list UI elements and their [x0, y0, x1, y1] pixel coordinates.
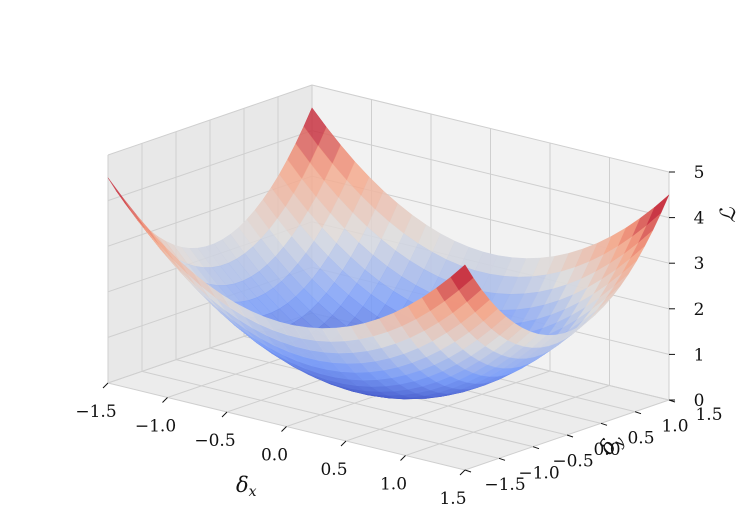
x-tick	[162, 397, 168, 403]
x-tick-label: −1.5	[75, 402, 116, 422]
x-tick-label: 1.5	[439, 489, 466, 507]
y-tick	[464, 469, 472, 473]
y-tick	[532, 446, 540, 450]
x-tick	[281, 426, 287, 432]
x-tick-label: −0.5	[194, 431, 235, 451]
x-axis-label: δx	[236, 473, 257, 500]
z-tick-label: 4	[694, 209, 705, 229]
y-tick-label: −0.5	[552, 452, 593, 472]
y-tick	[600, 422, 608, 426]
y-tick-label: 0.0	[593, 440, 620, 460]
y-tick-label: 1.5	[695, 405, 722, 425]
x-tick-label: 1.0	[380, 475, 407, 495]
y-tick-label: −1.0	[518, 463, 559, 483]
grid-left-z	[107, 84, 313, 156]
z-axis-label: ℒ	[716, 207, 740, 223]
x-tick	[221, 411, 228, 418]
grid-left-z	[107, 130, 313, 202]
x-tick	[102, 382, 109, 389]
y-tick-label: 0.5	[627, 428, 654, 448]
grid-floor-y	[175, 359, 534, 448]
x-tick	[400, 455, 406, 461]
x-tick	[340, 440, 347, 447]
z-tick-label: 2	[694, 300, 705, 320]
axis-ticks: −1.5−1.0−0.50.00.51.01.5−1.5−1.0−0.50.00…	[75, 163, 722, 507]
y-tick	[566, 434, 574, 438]
grid-back-z	[311, 130, 670, 219]
z-tick-label: 3	[694, 254, 705, 274]
y-tick	[634, 411, 642, 415]
z-tick-label: 0	[694, 391, 705, 411]
y-tick-label: −1.5	[484, 475, 525, 495]
y-tick-label: 1.0	[661, 417, 688, 437]
y-tick	[498, 457, 506, 461]
grid-back-z	[311, 84, 670, 173]
z-tick-label: 5	[694, 163, 705, 183]
surface-mesh	[107, 107, 670, 400]
surface-patch	[450, 264, 474, 291]
grid-floor-y	[141, 370, 500, 459]
x-tick-label: −1.0	[135, 417, 176, 437]
x-tick-label: 0.5	[320, 460, 347, 480]
x-tick-label: 0.0	[261, 446, 288, 466]
z-tick-label: 1	[694, 345, 705, 365]
x-tick	[459, 469, 466, 476]
